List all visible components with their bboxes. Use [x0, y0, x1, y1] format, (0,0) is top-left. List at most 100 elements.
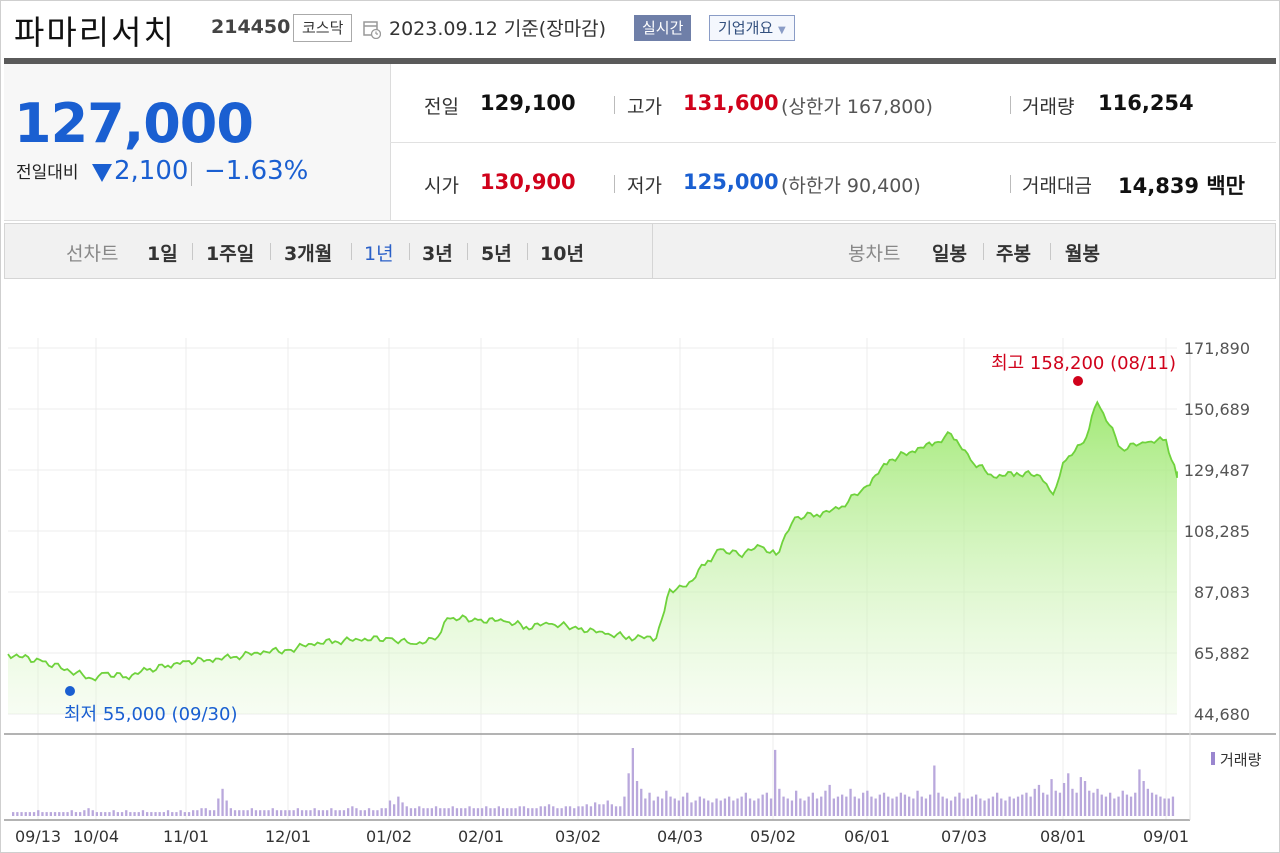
volume-bar	[1075, 792, 1078, 816]
volume-bar	[49, 812, 52, 816]
volume-bar	[280, 810, 283, 816]
volume-bar	[179, 810, 182, 816]
top-divider	[4, 58, 1276, 64]
price-change-pct: −1.63%	[204, 156, 309, 186]
volume-bar	[1067, 773, 1070, 816]
volume-bar	[790, 800, 794, 816]
tab-10y[interactable]: 10년	[540, 243, 584, 265]
tab-5y[interactable]: 5년	[481, 243, 512, 265]
divider	[409, 243, 410, 260]
volume-bar	[1079, 777, 1082, 816]
chart-tab-bar	[4, 223, 1276, 279]
volume-bar	[464, 808, 467, 816]
x-tick-label: 06/01	[844, 827, 890, 846]
corp-info-dropdown[interactable]: 기업개요 ▼	[709, 15, 795, 41]
low-label: 최저 55,000 (09/30)	[64, 704, 237, 725]
volume-bar	[238, 810, 241, 816]
volume-bar	[1113, 798, 1116, 816]
volume-bar	[933, 765, 936, 816]
volume-bar	[589, 806, 593, 816]
tab-1d[interactable]: 1일	[147, 243, 178, 265]
volume-bar	[422, 808, 425, 816]
volume-bar	[661, 798, 664, 816]
volume-bar	[573, 808, 576, 816]
volume-bar	[271, 808, 274, 816]
volume-bar	[434, 806, 438, 816]
volume-bar	[1058, 792, 1062, 816]
volume-bar	[744, 792, 747, 816]
volume-bar	[1046, 794, 1049, 816]
volume-bar	[166, 810, 170, 816]
volume-bar	[58, 812, 61, 816]
tab-monthly[interactable]: 월봉	[1065, 243, 1100, 265]
open-label: 시가	[424, 175, 459, 197]
volume-bar	[95, 812, 98, 816]
volume-bar	[945, 798, 948, 816]
volume-bar	[37, 810, 40, 816]
tab-1y[interactable]: 1년	[364, 243, 394, 265]
volume-bar	[187, 812, 191, 816]
tab-1w[interactable]: 1주일	[206, 243, 255, 265]
volume-bar	[895, 796, 898, 816]
prev-label: 전일	[424, 96, 459, 118]
x-tick-label: 01/02	[366, 827, 412, 846]
volume-bar	[845, 796, 848, 816]
volume-bar	[1021, 794, 1024, 816]
volume-bar	[1054, 790, 1057, 816]
volume-bar	[841, 794, 844, 816]
volume-bar	[836, 796, 840, 816]
volume-bar	[799, 798, 802, 816]
volume-bar	[326, 810, 329, 816]
y-tick-label: 65,882	[1194, 644, 1250, 663]
volume-bar	[162, 812, 165, 816]
volume-bar	[1012, 798, 1015, 816]
volume-bar	[929, 794, 932, 816]
volume-bar	[1071, 788, 1074, 816]
volume-bar	[1121, 790, 1124, 816]
volume-bar	[715, 798, 718, 816]
volume-bar	[1159, 796, 1162, 816]
volume-bar	[296, 808, 299, 816]
volume-bar	[91, 810, 94, 816]
volume-bar	[267, 810, 270, 816]
volume-bar	[748, 798, 752, 816]
volume-bar	[656, 796, 660, 816]
volume-bar	[1155, 794, 1158, 816]
volume-bar	[305, 810, 308, 816]
tab-weekly[interactable]: 주봉	[996, 243, 1031, 265]
volume-bar	[665, 790, 668, 816]
divider	[527, 243, 528, 260]
volume-bar	[824, 790, 827, 816]
volume-bar	[254, 810, 258, 816]
market-badge: 코스닥	[293, 14, 353, 42]
volume-bar	[455, 808, 459, 816]
volume-bar	[405, 806, 408, 816]
volume-bar	[497, 806, 500, 816]
volume-bar	[669, 796, 672, 816]
tab-3y[interactable]: 3년	[422, 243, 453, 265]
volume-bar	[338, 810, 341, 816]
corp-info-label: 기업개요	[718, 19, 774, 37]
volume-bar	[866, 790, 869, 816]
volume-bar	[568, 806, 572, 816]
realtime-button[interactable]: 실시간	[634, 15, 692, 41]
tab-3m[interactable]: 3개월	[284, 243, 333, 265]
volume-bar	[384, 808, 387, 816]
volume-bar	[882, 792, 886, 816]
lower-limit: (하한가 90,400)	[781, 175, 921, 197]
volume-bar	[112, 810, 115, 816]
volume-bar	[1129, 796, 1133, 816]
divider	[351, 243, 352, 260]
divider	[467, 243, 468, 260]
volume-bar	[141, 810, 145, 816]
tab-daily[interactable]: 일봉	[932, 243, 967, 265]
volume-bar	[527, 808, 530, 816]
caret-down-icon: ▼	[777, 25, 786, 36]
volume-bar	[489, 808, 492, 816]
volume-bar	[393, 804, 396, 816]
high-label: 최고 158,200 (08/11)	[991, 353, 1176, 374]
volume-bar	[53, 812, 57, 816]
volume-bar	[12, 812, 15, 816]
volume-bar	[941, 796, 944, 816]
prev-value: 129,100	[480, 91, 576, 115]
